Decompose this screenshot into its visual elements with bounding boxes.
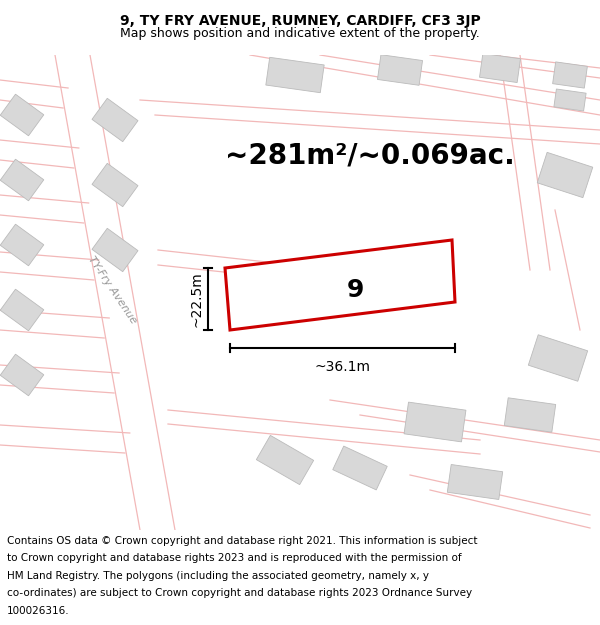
Polygon shape [553, 62, 587, 88]
Polygon shape [504, 398, 556, 432]
Polygon shape [92, 98, 138, 142]
Polygon shape [0, 224, 44, 266]
Text: 100026316.: 100026316. [7, 606, 70, 616]
Polygon shape [266, 58, 324, 92]
Text: TY-Fry Avenue: TY-Fry Avenue [86, 254, 138, 326]
Text: Map shows position and indicative extent of the property.: Map shows position and indicative extent… [120, 27, 480, 39]
Polygon shape [554, 89, 586, 111]
Polygon shape [0, 94, 44, 136]
Polygon shape [0, 289, 44, 331]
Text: 9, TY FRY AVENUE, RUMNEY, CARDIFF, CF3 3JP: 9, TY FRY AVENUE, RUMNEY, CARDIFF, CF3 3… [119, 14, 481, 28]
Polygon shape [225, 240, 455, 330]
Polygon shape [333, 446, 387, 490]
Text: Contains OS data © Crown copyright and database right 2021. This information is : Contains OS data © Crown copyright and d… [7, 536, 478, 546]
Polygon shape [448, 464, 503, 499]
Text: to Crown copyright and database rights 2023 and is reproduced with the permissio: to Crown copyright and database rights 2… [7, 553, 462, 563]
Polygon shape [92, 163, 138, 207]
Polygon shape [256, 436, 314, 484]
Text: ~281m²/~0.069ac.: ~281m²/~0.069ac. [225, 141, 515, 169]
Polygon shape [537, 152, 593, 198]
Polygon shape [404, 402, 466, 442]
Polygon shape [479, 54, 520, 82]
Text: HM Land Registry. The polygons (including the associated geometry, namely x, y: HM Land Registry. The polygons (includin… [7, 571, 429, 581]
Polygon shape [0, 159, 44, 201]
Text: co-ordinates) are subject to Crown copyright and database rights 2023 Ordnance S: co-ordinates) are subject to Crown copyr… [7, 588, 472, 598]
Polygon shape [92, 228, 138, 272]
Text: 9: 9 [347, 278, 364, 302]
Text: ~36.1m: ~36.1m [314, 360, 371, 374]
Polygon shape [0, 354, 44, 396]
Text: ~22.5m: ~22.5m [189, 271, 203, 327]
Polygon shape [529, 335, 587, 381]
Polygon shape [377, 55, 422, 85]
